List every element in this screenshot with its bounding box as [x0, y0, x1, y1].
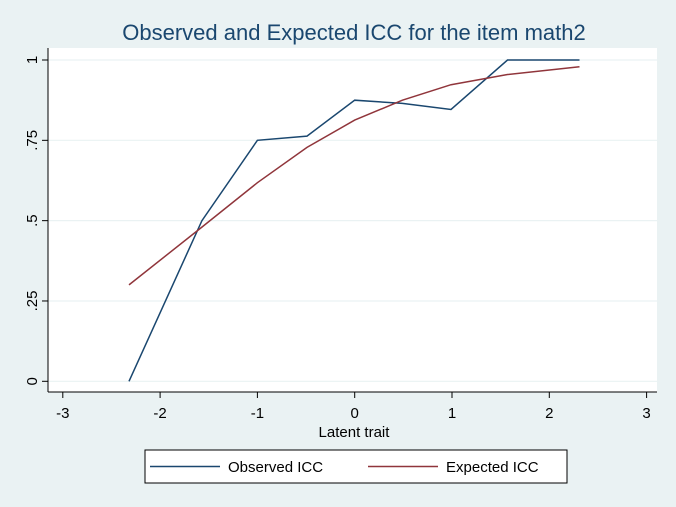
legend: Observed ICC Expected ICC: [144, 449, 568, 484]
observed-icc-line: [128, 59, 580, 382]
legend-label-expected: Expected ICC: [446, 459, 539, 476]
x-tick-label: -3: [56, 405, 69, 422]
x-tick-label: -1: [251, 405, 264, 422]
y-tick-label: 1: [24, 56, 41, 64]
x-tick-label: -2: [153, 405, 166, 422]
expected-icc-line: [128, 65, 580, 286]
y-tick-label: 0: [24, 377, 41, 385]
x-tick-label: 3: [642, 405, 650, 422]
y-tick-label: .25: [24, 291, 41, 312]
y-tick-label: .5: [24, 214, 41, 227]
y-tick-label: .75: [24, 130, 41, 151]
x-tick-label: 0: [351, 405, 359, 422]
x-tick-label: 2: [545, 405, 553, 422]
chart-title: Observed and Expected ICC for the item m…: [122, 20, 585, 45]
x-axis-label: Latent trait: [319, 424, 391, 441]
x-tick-label: 1: [448, 405, 456, 422]
legend-label-observed: Observed ICC: [228, 459, 323, 476]
plot-region: [48, 48, 657, 392]
